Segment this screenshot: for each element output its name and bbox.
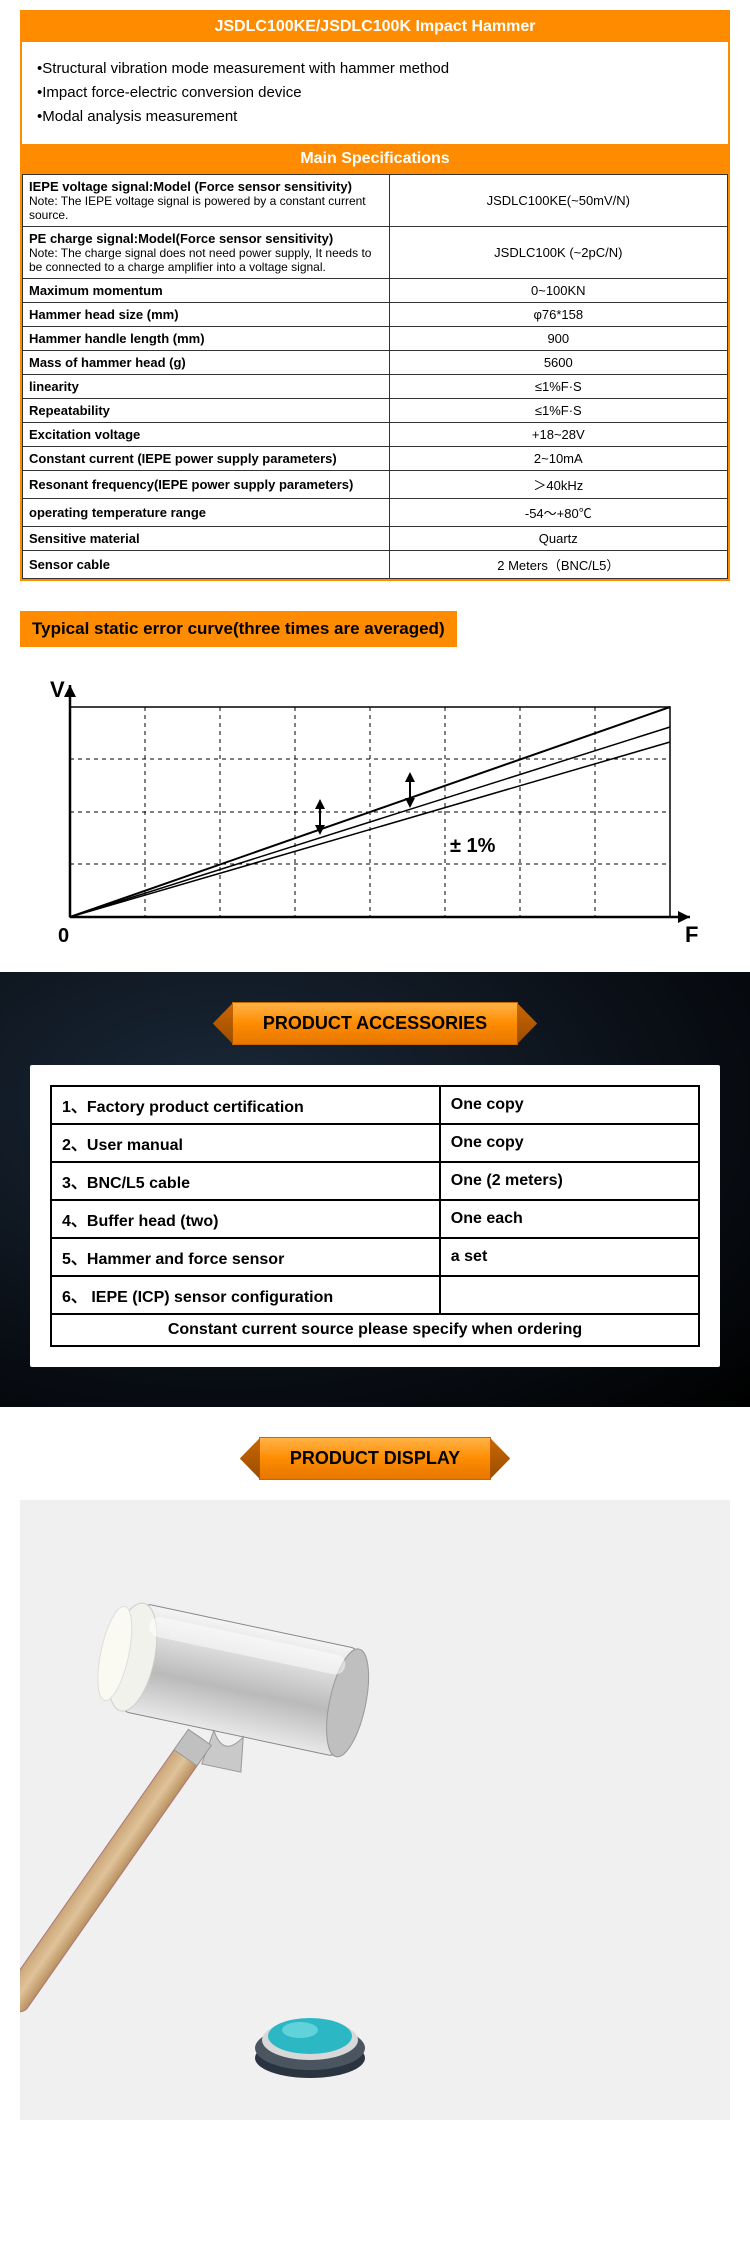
accessory-item: 4、Buffer head (two) <box>51 1200 440 1238</box>
product-title: JSDLC100KE/JSDLC100K Impact Hammer <box>22 12 728 42</box>
y-axis-label: V <box>50 677 65 702</box>
spec-label: Hammer head size (mm) <box>23 303 390 327</box>
accessories-section: PRODUCT ACCESSORIES 1、Factory product ce… <box>0 972 750 1407</box>
spec-label: Sensitive material <box>23 527 390 551</box>
spec-label: Resonant frequency(IEPE power supply par… <box>23 471 390 499</box>
accessory-item: 3、BNC/L5 cable <box>51 1162 440 1200</box>
accessory-item: 1、Factory product certification <box>51 1086 440 1124</box>
spec-value: Quartz <box>389 527 727 551</box>
hammer-svg <box>20 1500 730 2120</box>
spec-value: ＞40kHz <box>389 471 727 499</box>
spec-label: Repeatability <box>23 399 390 423</box>
spec-table: IEPE voltage signal:Model (Force sensor … <box>22 174 728 579</box>
spec-label: Sensor cable <box>23 551 390 579</box>
accessories-card: 1、Factory product certificationOne copy2… <box>30 1065 720 1367</box>
spec-label: PE charge signal:Model(Force sensor sens… <box>23 227 390 279</box>
accessory-item: 2、User manual <box>51 1124 440 1162</box>
spec-label: operating temperature range <box>23 499 390 527</box>
accessory-note: Constant current source please specify w… <box>51 1314 699 1346</box>
spec-label: Maximum momentum <box>23 279 390 303</box>
curve-svg: V F 0 ± 1% <box>30 667 710 947</box>
feature-item: Impact force-electric conversion device <box>37 81 713 105</box>
feature-item: Modal analysis measurement <box>37 105 713 129</box>
display-header: PRODUCT DISPLAY <box>259 1437 491 1480</box>
spec-label: Constant current (IEPE power supply para… <box>23 447 390 471</box>
error-curve-chart: V F 0 ± 1% <box>30 667 720 952</box>
x-axis-label: F <box>685 922 698 947</box>
accessory-qty: One (2 meters) <box>440 1162 699 1200</box>
accessories-table: 1、Factory product certificationOne copy2… <box>50 1085 700 1347</box>
spec-value: +18~28V <box>389 423 727 447</box>
tolerance-label: ± 1% <box>450 835 496 857</box>
accessory-qty: One copy <box>440 1086 699 1124</box>
spec-value: 5600 <box>389 351 727 375</box>
curve-title: Typical static error curve(three times a… <box>20 611 457 647</box>
spec-label: Mass of hammer head (g) <box>23 351 390 375</box>
accessory-qty: One copy <box>440 1124 699 1162</box>
spec-value: ≤1%F·S <box>389 375 727 399</box>
spec-value: JSDLC100K (~2pC/N) <box>389 227 727 279</box>
spec-value: 0~100KN <box>389 279 727 303</box>
accessory-item: 5、Hammer and force sensor <box>51 1238 440 1276</box>
spec-value: 2 Meters（BNC/L5） <box>389 551 727 579</box>
spec-value: -54～+80℃ <box>389 499 727 527</box>
spec-label: IEPE voltage signal:Model (Force sensor … <box>23 175 390 227</box>
accessory-item: 6、 IEPE (ICP) sensor configuration <box>51 1276 440 1314</box>
spec-header: Main Specifications <box>22 144 728 174</box>
spec-value: JSDLC100KE(~50mV/N) <box>389 175 727 227</box>
spec-label: Hammer handle length (mm) <box>23 327 390 351</box>
origin-label: 0 <box>58 925 69 947</box>
product-display-image <box>20 1500 730 2120</box>
spec-value: 900 <box>389 327 727 351</box>
accessories-header: PRODUCT ACCESSORIES <box>232 1002 518 1045</box>
feature-item: Structural vibration mode measurement wi… <box>37 57 713 81</box>
spec-section: JSDLC100KE/JSDLC100K Impact Hammer Struc… <box>20 10 730 581</box>
spec-value: φ76*158 <box>389 303 727 327</box>
spec-value: ≤1%F·S <box>389 399 727 423</box>
feature-list: Structural vibration mode measurement wi… <box>22 42 728 144</box>
spec-label: linearity <box>23 375 390 399</box>
spec-label: Excitation voltage <box>23 423 390 447</box>
spec-value: 2~10mA <box>389 447 727 471</box>
accessory-qty <box>440 1276 699 1314</box>
accessory-qty: a set <box>440 1238 699 1276</box>
accessory-qty: One each <box>440 1200 699 1238</box>
